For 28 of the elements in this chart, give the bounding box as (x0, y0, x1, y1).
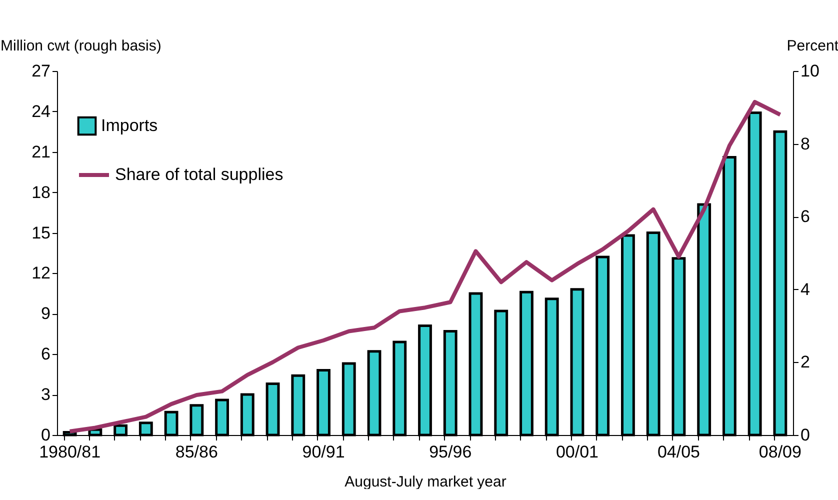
y-tick-label: 21 (32, 142, 50, 162)
y-tick-label: 9 (41, 304, 50, 324)
x-tick-label: 85/86 (175, 442, 218, 462)
y-tick-label: 0 (41, 426, 50, 444)
x-tick-label: 00/01 (556, 442, 598, 462)
y2-tick-label: 2 (800, 352, 810, 372)
y2-tick-label: 10 (800, 62, 820, 80)
y2-axis-title: Percent (786, 38, 838, 54)
y-tick-label: 3 (41, 385, 50, 404)
y-tick-label: 12 (32, 264, 50, 283)
y2-tick-label: 0 (800, 426, 810, 444)
legend-label: Share of total supplies (115, 165, 284, 184)
y-tick-label: 15 (32, 223, 50, 242)
y2-tick-label: 6 (800, 207, 810, 226)
y-tick-label: 18 (32, 182, 50, 202)
x-tick-label: 04/05 (657, 442, 700, 462)
y2-tick-label: 4 (800, 280, 810, 299)
line-series (68, 100, 782, 434)
legend-label: Imports (101, 116, 158, 135)
x-tick-label: 90/91 (302, 442, 345, 462)
x-tick-label: 1980/81 (39, 442, 101, 462)
y-axis-title: Million cwt (rough basis) (0, 38, 162, 54)
x-tick-label: 95/96 (429, 442, 472, 462)
y-tick-label: 6 (41, 344, 50, 364)
y-tick-label: 27 (32, 62, 50, 80)
x-tick-label: 08/09 (758, 442, 802, 462)
y-tick-label: 24 (32, 102, 50, 121)
y2-tick-label: 8 (800, 134, 810, 154)
